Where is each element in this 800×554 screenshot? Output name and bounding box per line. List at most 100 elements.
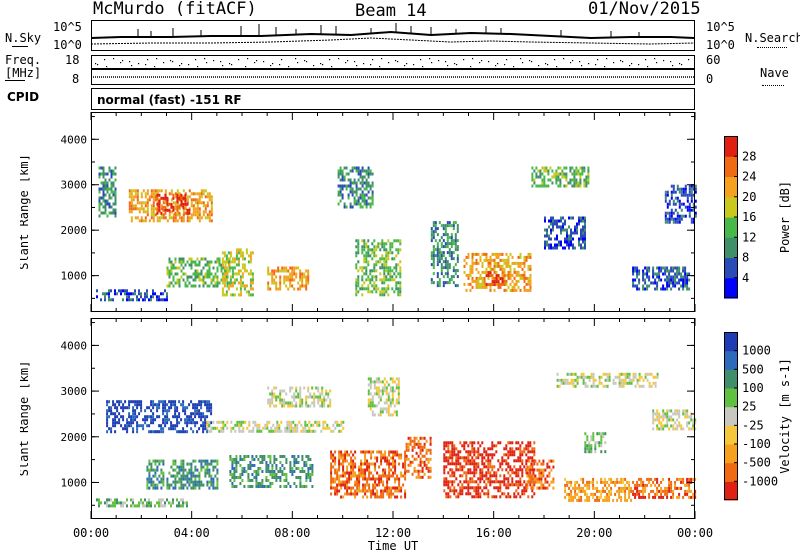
- data-cell: [237, 272, 240, 276]
- data-cell: [174, 195, 177, 199]
- data-cell: [402, 465, 405, 469]
- data-cell: [491, 441, 494, 445]
- data-cell: [344, 453, 347, 457]
- data-cell: [507, 483, 510, 487]
- data-cell: [186, 211, 189, 215]
- data-cell: [483, 474, 486, 478]
- data-cell: [469, 468, 472, 472]
- data-cell: [572, 231, 574, 235]
- data-cell: [660, 266, 663, 270]
- data-cell: [182, 465, 185, 469]
- data-cell: [152, 216, 155, 220]
- data-cell: [582, 225, 584, 229]
- data-cell: [436, 281, 439, 285]
- data-region: [96, 498, 188, 508]
- data-cell: [565, 166, 568, 170]
- data-cell: [513, 285, 516, 289]
- data-cell: [182, 266, 185, 270]
- data-cell: [349, 205, 352, 209]
- data-cell: [208, 406, 211, 410]
- data-cell: [281, 269, 284, 273]
- data-cell: [674, 190, 677, 194]
- data-cell: [120, 406, 123, 410]
- data-cell: [206, 468, 209, 472]
- data-cell: [487, 258, 490, 262]
- data-cell: [180, 477, 183, 481]
- data-cell: [614, 381, 617, 385]
- data-cell: [170, 192, 173, 196]
- data-cell: [620, 384, 623, 388]
- data-cell: [212, 459, 215, 463]
- data-cell: [182, 257, 185, 261]
- data-cell: [369, 254, 372, 258]
- data-cell: [678, 266, 681, 270]
- data-cell: [481, 276, 484, 280]
- data-cell: [208, 195, 211, 199]
- data-cell: [324, 426, 327, 430]
- data-cell: [166, 269, 169, 273]
- data-cell: [455, 495, 458, 499]
- data-cell: [172, 205, 175, 209]
- data-cell: [254, 423, 257, 427]
- data-cell: [354, 474, 357, 478]
- data-cell: [592, 483, 595, 487]
- data-cell: [265, 464, 268, 467]
- data-cell: [455, 453, 458, 457]
- data-cell: [469, 264, 472, 268]
- data-cell: [548, 483, 551, 487]
- data-cell: [650, 281, 653, 285]
- data-cell: [162, 216, 165, 220]
- data-cell: [442, 233, 445, 237]
- data-cell: [184, 406, 187, 410]
- colorbar-segment: [724, 136, 738, 157]
- data-cell: [142, 189, 145, 193]
- data-cell: [513, 495, 516, 499]
- data-cell: [513, 261, 516, 265]
- data-cell: [626, 381, 629, 385]
- data-cell: [471, 267, 474, 271]
- data-cell: [444, 230, 447, 234]
- data-cell: [249, 251, 252, 255]
- data-cell: [384, 474, 387, 478]
- data-cell: [200, 406, 203, 410]
- data-cell: [581, 166, 584, 170]
- data-cell: [575, 178, 578, 182]
- data-cell: [196, 210, 199, 214]
- data-region: [337, 166, 374, 209]
- data-cell: [444, 245, 447, 249]
- data-cell: [134, 189, 137, 193]
- data-cell: [100, 187, 103, 191]
- data-cell: [479, 276, 482, 280]
- data-cell: [365, 178, 368, 182]
- data-cell: [283, 275, 286, 279]
- data-cell: [521, 276, 524, 280]
- data-cell: [366, 483, 369, 487]
- data-cell: [152, 400, 155, 404]
- data-cell: [208, 198, 211, 202]
- data-cell: [493, 465, 496, 469]
- data-cell: [372, 462, 375, 466]
- data-cell: [170, 198, 173, 202]
- data-cell: [136, 198, 139, 202]
- data-cell: [357, 245, 360, 249]
- data-cell: [204, 400, 207, 404]
- data-cell: [628, 486, 631, 490]
- data-cell: [553, 175, 556, 179]
- data-cell: [678, 278, 681, 282]
- data-cell: [348, 462, 351, 466]
- data-cell: [570, 237, 572, 241]
- data-cell: [386, 489, 389, 493]
- data-cell: [150, 504, 152, 508]
- data-cell: [411, 460, 414, 464]
- data-cell: [343, 175, 346, 179]
- data-cell: [154, 207, 157, 211]
- data-cell: [440, 272, 443, 276]
- data-cell: [570, 216, 572, 220]
- data-cell: [533, 447, 536, 451]
- data-cell: [204, 272, 207, 276]
- data-cell: [521, 273, 524, 277]
- data-cell: [560, 219, 562, 223]
- data-cell: [642, 480, 645, 484]
- data-cell: [394, 462, 397, 466]
- data-cell: [676, 281, 679, 285]
